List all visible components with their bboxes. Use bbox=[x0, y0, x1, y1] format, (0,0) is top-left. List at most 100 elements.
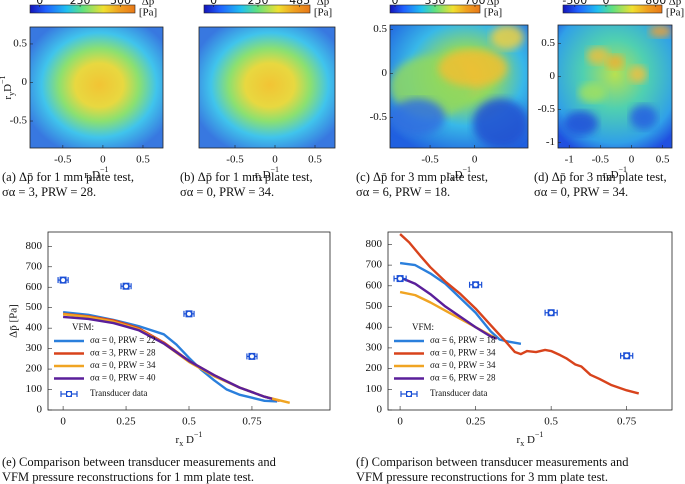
colorbar-label: [Pa] bbox=[484, 7, 502, 19]
colorbar-label: [Pa] bbox=[139, 7, 157, 19]
y-tick-label: 400 bbox=[366, 321, 383, 333]
colorbar-label: Δp̄ bbox=[669, 0, 682, 8]
y-tick-label: 600 bbox=[366, 279, 383, 291]
y-tick-label: 0 bbox=[550, 70, 556, 82]
legend-label: Transducer data bbox=[90, 388, 147, 398]
x-tick-label: 0 bbox=[397, 416, 403, 428]
x-tick-label: 0.5 bbox=[656, 154, 670, 166]
transducer-group bbox=[620, 352, 634, 360]
x-axis-label-sup: −1 bbox=[271, 165, 280, 174]
marker-ring bbox=[398, 276, 403, 281]
transducer-group bbox=[544, 309, 558, 317]
colorbar-label: Δp̄ bbox=[317, 0, 330, 8]
x-axis-label-base: r bbox=[84, 169, 88, 181]
transducer-group bbox=[468, 281, 483, 289]
colorbar-tick-label: 350 bbox=[425, 0, 446, 7]
x-axis-label-tail: D bbox=[263, 169, 271, 181]
x-axis-label-sup: −1 bbox=[535, 430, 544, 439]
caption: (f) Comparison between transducer measur… bbox=[356, 455, 629, 469]
heatmap-patch bbox=[605, 54, 625, 70]
plot-frame bbox=[387, 231, 673, 411]
colorbar-tick-label: 0 bbox=[602, 0, 609, 7]
x-axis-label-base: r bbox=[447, 169, 451, 181]
x-tick-label: 0 bbox=[629, 154, 635, 166]
legend-label: Transducer data bbox=[430, 388, 487, 398]
transducer-group bbox=[183, 310, 195, 318]
legend-title: VFM: bbox=[412, 322, 434, 332]
x-axis-label-base: r bbox=[255, 169, 259, 181]
plot-frame bbox=[47, 231, 331, 411]
colorbar-tick-label: -500 bbox=[562, 0, 587, 7]
y-axis-label-sup: −1 bbox=[0, 75, 7, 84]
series-line bbox=[399, 233, 640, 395]
caption: σα = 6, PRW = 18. bbox=[356, 185, 450, 199]
transducer-group bbox=[57, 276, 69, 284]
heatmap-patch bbox=[490, 25, 524, 50]
legend-label: σα = 6, PRW = 18 bbox=[430, 335, 496, 345]
colorbar-label: [Pa] bbox=[314, 7, 332, 19]
colorbar-label: [Pa] bbox=[666, 7, 684, 19]
colorbar-tick-label: 700 bbox=[464, 0, 485, 7]
x-axis-label: rx D−1 bbox=[176, 430, 203, 448]
marker-ring bbox=[473, 282, 478, 287]
marker-ring bbox=[124, 284, 129, 289]
heatmap-patch bbox=[390, 98, 446, 136]
heatmap-patch bbox=[629, 104, 658, 130]
plot-frame bbox=[389, 24, 529, 149]
series-line bbox=[399, 276, 498, 340]
colorbar bbox=[562, 4, 663, 14]
legend-title: VFM: bbox=[72, 322, 94, 332]
x-tick-label: 0 bbox=[272, 154, 278, 166]
x-axis-label-base: r bbox=[176, 434, 180, 446]
y-tick-label: 200 bbox=[26, 363, 43, 375]
legend-label: σα = 0, PRW = 34 bbox=[430, 360, 496, 370]
x-axis-label-sup: −1 bbox=[100, 165, 109, 174]
x-tick-label: -0.5 bbox=[421, 154, 439, 166]
series-line bbox=[63, 315, 273, 400]
y-tick-label: 700 bbox=[366, 259, 383, 271]
x-tick-label: 0.5 bbox=[182, 416, 196, 428]
marker-ring bbox=[549, 310, 554, 315]
y-tick-label: 300 bbox=[26, 342, 43, 354]
caption: (d) Δp̄ for 3 mm plate test, bbox=[534, 170, 667, 184]
transducer-group bbox=[246, 352, 258, 360]
heatmap-background bbox=[199, 27, 335, 148]
x-tick-label: 0 bbox=[100, 154, 106, 166]
heatmap-patch bbox=[438, 49, 508, 87]
caption: VFM pressure reconstructions for 1 mm pl… bbox=[2, 470, 254, 484]
colorbar-label: Δp̄ bbox=[487, 0, 500, 8]
y-tick-label: 600 bbox=[26, 281, 43, 293]
y-tick-label: 0.5 bbox=[541, 37, 555, 49]
plot-frame bbox=[29, 26, 164, 149]
x-tick-label: 0.25 bbox=[116, 416, 136, 428]
heatmap-image bbox=[30, 27, 163, 148]
y-tick-label: 100 bbox=[366, 383, 383, 395]
x-axis-label-sub: x bbox=[451, 174, 455, 183]
x-tick-label: 0.75 bbox=[242, 416, 262, 428]
colorbar-tick-label: 0 bbox=[36, 0, 43, 7]
x-tick-label: 0 bbox=[472, 154, 478, 166]
plot-frame bbox=[557, 24, 673, 149]
caption: (e) Comparison between transducer measur… bbox=[2, 455, 277, 469]
x-tick-label: 0.5 bbox=[308, 154, 322, 166]
y-tick-label: 200 bbox=[366, 362, 383, 374]
heatmap-patch bbox=[628, 65, 647, 83]
x-axis-label-sub: x bbox=[607, 174, 611, 183]
x-tick-label: 0.5 bbox=[544, 416, 558, 428]
legend: VFM: σα = 6, PRW = 18 σα = 0, PRW = 34 σα =… bbox=[394, 322, 496, 398]
colorbar-label: Δp̄ bbox=[142, 0, 155, 8]
caption: σα = 0, PRW = 34. bbox=[180, 185, 274, 199]
colorbar-tick-label: 0 bbox=[210, 0, 217, 7]
x-axis-label: rx D−1 bbox=[517, 430, 544, 448]
y-tick-label: 700 bbox=[26, 260, 43, 272]
heatmap-background bbox=[30, 27, 163, 148]
marker-ring bbox=[187, 311, 191, 316]
marker-ring bbox=[249, 354, 254, 359]
colorbar bbox=[203, 4, 311, 14]
x-axis-label-sup: −1 bbox=[619, 165, 628, 174]
colorbar-tick-label: 485 bbox=[289, 0, 310, 7]
x-tick-label: 0.25 bbox=[466, 416, 486, 428]
caption: (a) Δp̄ for 1 mm plate test, bbox=[2, 170, 134, 184]
y-tick-label: -0.5 bbox=[538, 103, 556, 115]
